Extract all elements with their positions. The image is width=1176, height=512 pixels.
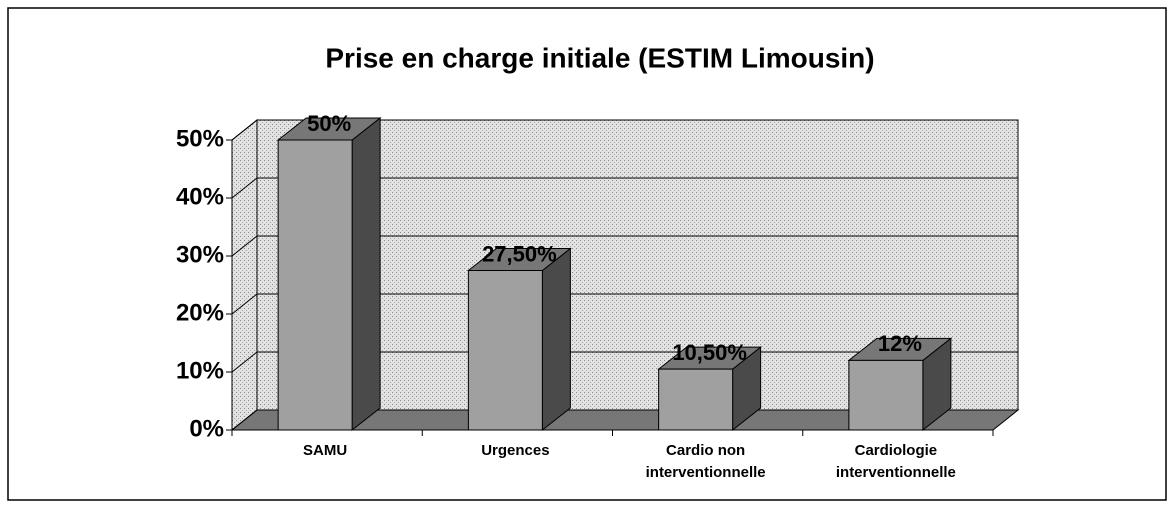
bar <box>277 139 353 431</box>
x-tick-label: SAMU <box>303 442 348 459</box>
bar-side <box>541 247 571 432</box>
grid-line <box>231 119 1018 141</box>
x-tick-label: Urgences <box>481 442 550 459</box>
value-label: 50% <box>307 111 351 136</box>
y-tick-label: 30% <box>176 241 224 268</box>
grid-line <box>231 235 1018 257</box>
bar <box>658 368 734 431</box>
y-tick-label: 40% <box>176 183 224 210</box>
grid-line <box>231 351 1018 373</box>
value-label: 27,50% <box>482 241 557 266</box>
bar <box>848 359 924 431</box>
value-label: 10,50% <box>672 340 747 365</box>
y-tick-label: 20% <box>176 299 224 326</box>
y-tick-label: 10% <box>176 357 224 384</box>
x-tick-label: Cardio non interventionnelle <box>645 442 766 481</box>
y-tick-label: 50% <box>176 125 224 152</box>
y-tick-label: 0% <box>189 415 224 442</box>
grid-line <box>231 409 1018 431</box>
side-wall <box>231 118 258 432</box>
x-tick-label: Cardiologie interventionnelle <box>835 442 956 481</box>
grid-line <box>231 293 1018 315</box>
chart-title: Prise en charge initiale (ESTIM Limousin… <box>325 42 874 73</box>
bar <box>467 270 543 431</box>
bar-side <box>351 116 381 432</box>
value-label: 12% <box>878 331 922 356</box>
grid-line <box>231 177 1018 199</box>
